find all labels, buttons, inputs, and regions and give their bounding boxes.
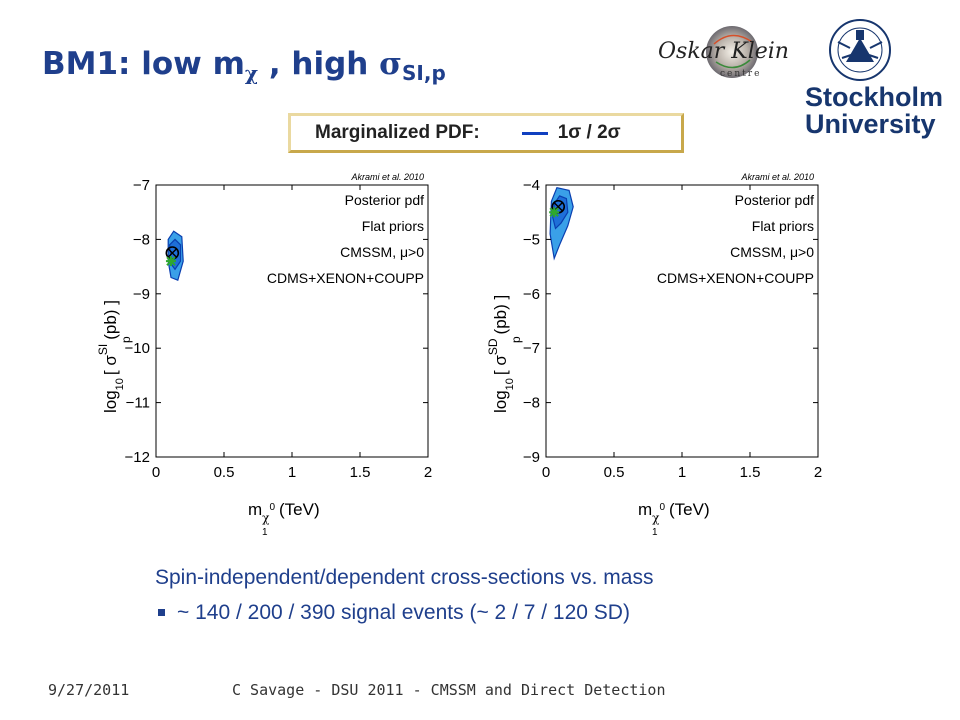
y-axis-label-unit: (pb) ] [491,295,510,335]
x-tick-label: 0 [152,464,160,481]
title-sigma-subscript: SI,p [402,61,446,85]
y-axis-label-bracket: [ σ [101,355,120,375]
legend-box: Marginalized PDF: 1σ / 2σ [288,113,684,153]
legend-label: Marginalized PDF: [315,122,480,143]
chart-annotation: CMSSM, μ>0 [340,244,424,260]
x-tick-label: 1.5 [740,464,761,481]
title-sigma: σ [379,46,403,82]
y-tick-label: −11 [126,395,150,412]
x-tick-label: 2 [814,464,822,481]
y-axis-label-p: p [119,336,133,343]
y-tick-label: −8 [133,231,150,248]
oskar-klein-centre-logo: Oskar Klein centre [658,26,789,79]
oskar-klein-logo-text: Oskar Klein [658,39,789,64]
title-text: BM1: low m [42,46,245,82]
plot-frame [545,184,819,458]
x-axis-label-unit: (TeV) [669,500,710,519]
x-axis-label: mχ0 (TeV) [638,500,710,525]
slide-title: BM1: low mχ , high σSI,p [42,46,446,85]
x-axis-label-subsub: 1 [262,527,268,535]
plot-frame [155,184,429,458]
title-text-mid: , high [258,46,380,82]
x-axis-label-m: m [248,500,262,519]
x-tick-label: 1 [678,464,686,481]
y-axis-label-bracket: [ σ [491,355,510,375]
chart-annotation: CMSSM, μ>0 [730,244,814,260]
x-axis-label-unit: (TeV) [279,500,320,519]
y-tick-label: −7 [133,177,150,194]
x-axis-label-sup: 0 [659,502,665,513]
title-chi-subscript: χ [244,61,259,85]
y-tick-label: −9 [523,449,540,466]
chart-annotation: CDMS+XENON+COUPP [657,270,814,286]
bullet-marker [158,609,165,616]
y-axis-label-group: log10 [ σSI (pb) ] p [96,300,133,413]
y-axis-label-log: log [101,390,120,413]
y-axis-label-p: p [509,336,523,343]
x-tick-label: 1 [288,464,296,481]
y-tick-label: −9 [133,286,150,303]
su-wordmark-line2: University [805,109,936,139]
footer-date: 9/27/2011 [48,681,130,699]
x-tick-label: 1.5 [350,464,371,481]
posterior-mean-cross [167,248,177,258]
su-wordmark-line1: Stockholm [805,82,944,112]
x-tick-label: 2 [424,464,432,481]
y-axis-label-group: log10 [ σSD (pb) ]p [486,295,523,413]
x-axis-label-m: m [638,500,652,519]
x-axis-label-chi: χ [262,511,270,525]
chart-si: 0 0.5 1 1.5 2 −12 −11 −10 −9 −8 −7 Akrami et al. 20… [96,172,432,535]
y-tick-label: −8 [523,395,540,412]
legend-line-swatch [521,131,548,135]
y-tick-label: −6 [523,286,540,303]
chart-annotation: Posterior pdf [345,192,424,208]
oskar-klein-globe-icon [706,26,758,78]
y-axis-label: log10 [ σSD (pb) ] [486,295,516,413]
y-tick-label: −7 [523,340,540,357]
legend-value: 1σ / 2σ [557,122,621,143]
best-fit-marker [165,256,176,267]
y-axis-label-sup: SI [96,344,110,355]
chart-annotation: Flat priors [362,218,424,234]
chart-credit: Akrami et al. 2010 [740,172,814,182]
y-tick-label: −4 [523,177,540,194]
x-axis-label: mχ0 (TeV) [248,500,320,525]
y-axis-label-sup: SD [486,338,500,355]
best-fit-marker [549,207,560,218]
stockholm-university-wordmark: Stockholm University [805,84,943,138]
y-axis-label-10: 10 [504,378,516,390]
x-axis-label-subsub: 1 [652,527,658,535]
chart-annotation: CDMS+XENON+COUPP [267,270,424,286]
y-tick-label: −12 [125,449,150,466]
y-axis-label-log: log [491,390,510,413]
x-tick-label: 0.5 [604,464,625,481]
y-tick-label: −10 [125,340,150,357]
chart-sd: 0 0.5 1 1.5 2 −9 −8 −7 −6 −5 −4 Akrami et al. 2010 P… [486,172,822,535]
chart-annotation: Posterior pdf [735,192,814,208]
stockholm-university-seal-icon [829,19,891,81]
chart-credit: Akrami et al. 2010 [350,172,424,182]
x-axis-label-sup: 0 [269,502,275,513]
x-axis-label-chi: χ [652,511,660,525]
bullet-item: ~ 140 / 200 / 390 signal events (~ 2 / 7… [158,601,630,625]
y-tick-label: −5 [523,231,540,248]
x-tick-label: 0 [542,464,550,481]
x-tick-label: 0.5 [214,464,235,481]
y-axis-label: log10 [ σSI (pb) ] [96,300,126,413]
oskar-klein-logo-subtext: centre [720,69,761,79]
footer-text: C Savage - DSU 2011 - CMSSM and Direct D… [232,681,666,699]
bullet-text: ~ 140 / 200 / 390 signal events (~ 2 / 7… [177,601,630,624]
slide-caption: Spin-independent/dependent cross-section… [155,566,654,589]
y-axis-label-unit: (pb) ] [101,300,120,340]
chart-annotation: Flat priors [752,218,814,234]
y-axis-label-10: 10 [114,378,126,390]
